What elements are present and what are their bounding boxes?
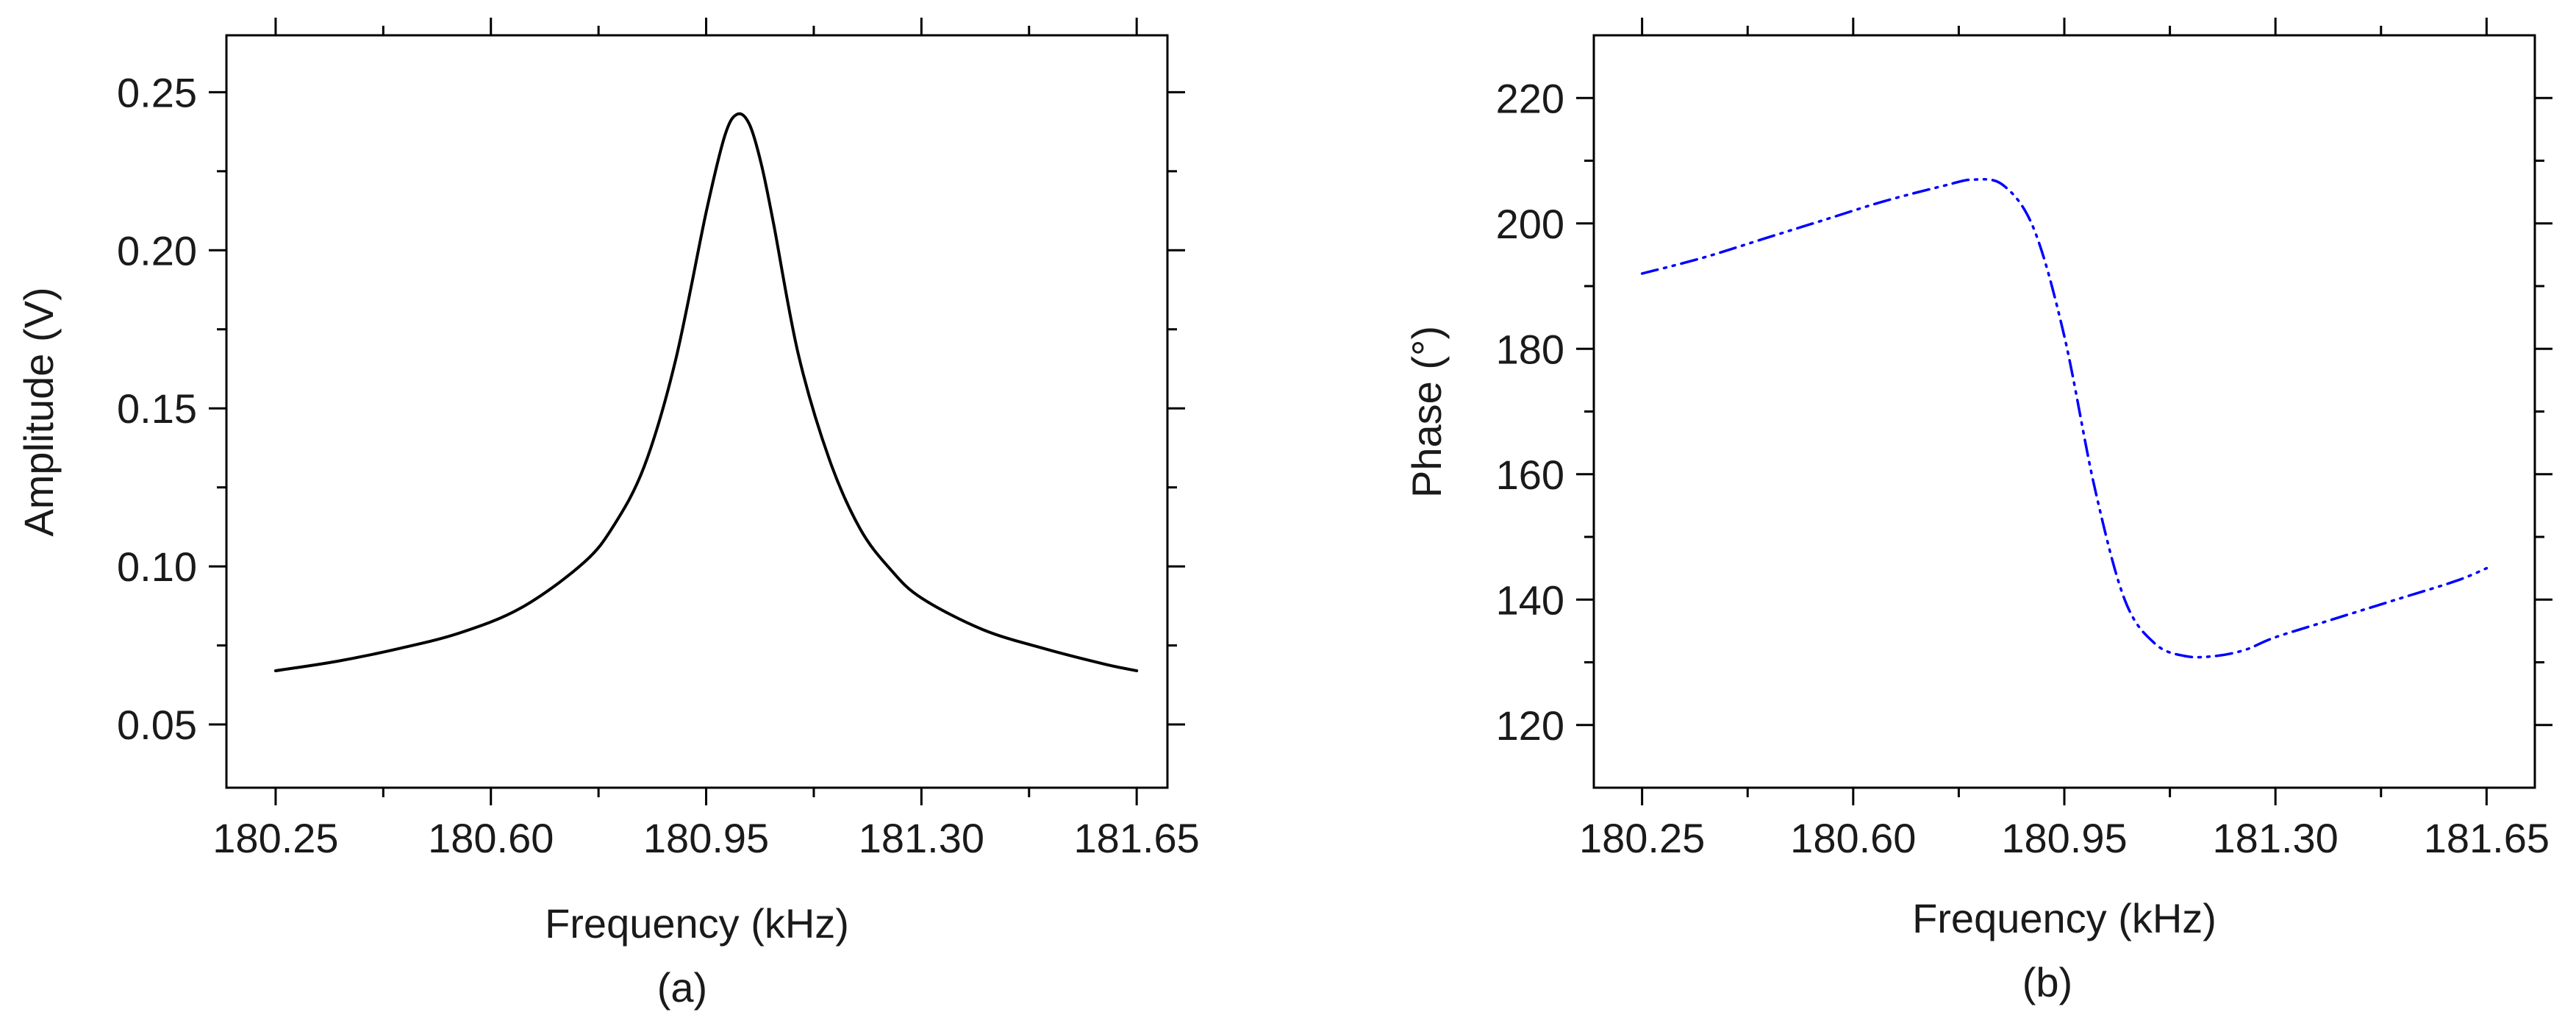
- x-tick-label-phase: 180.60: [1790, 815, 1916, 861]
- series-line-phase: [1640, 178, 2489, 659]
- y-axis-title-phase: Phase (°): [1403, 326, 1450, 498]
- y-tick-label-amplitude: 0.20: [117, 227, 197, 274]
- x-tick-label-amplitude: 181.30: [859, 815, 984, 861]
- panel-label-a: (a): [657, 964, 707, 1011]
- y-tick-label-amplitude: 0.05: [117, 702, 197, 748]
- x-tick-label-phase: 181.30: [2213, 815, 2339, 861]
- y-tick-label-amplitude: 0.25: [117, 69, 197, 115]
- y-tick-label-phase: 200: [1496, 201, 1564, 247]
- y-axis-amplitude: 0.05 0.10 0.15 0.20 0.25: [117, 69, 1185, 748]
- x-tick-label-phase: 180.95: [2001, 815, 2127, 861]
- x-axis-amplitude: 180.25 180.60 180.95 181.30 181.65: [212, 18, 1200, 861]
- series-line-amplitude: [273, 112, 1139, 672]
- y-tick-label-phase: 180: [1496, 326, 1564, 372]
- y-tick-label-phase: 120: [1496, 702, 1564, 749]
- x-tick-label-phase: 181.65: [2424, 815, 2550, 861]
- chart-panel-phase: 180.25 180.60 180.95 181.30 181.65 120 140 160…: [1403, 18, 2552, 1005]
- y-tick-label-amplitude: 0.15: [117, 385, 197, 432]
- x-tick-label-phase: 180.25: [1579, 815, 1705, 861]
- plot-frame-phase: [1592, 34, 2536, 789]
- y-tick-label-amplitude: 0.10: [117, 544, 197, 590]
- y-tick-label-phase: 160: [1496, 452, 1564, 498]
- series-layer-phase: [1640, 178, 2489, 659]
- y-axis-phase: 120 140 160 180 200 220: [1496, 75, 2552, 749]
- plot-frame-amplitude: [225, 34, 1169, 789]
- x-tick-label-amplitude: 181.65: [1074, 815, 1200, 861]
- x-tick-label-amplitude: 180.25: [212, 815, 338, 861]
- chart-panel-amplitude: 180.25 180.60 180.95 181.30 181.65 0.050.100…: [15, 18, 1200, 1011]
- panel-label-b: (b): [2022, 959, 2072, 1005]
- series-layer-amplitude: [273, 112, 1139, 672]
- x-tick-label-amplitude: 180.95: [643, 815, 769, 861]
- y-tick-label-phase: 140: [1496, 577, 1564, 623]
- x-axis-title-amplitude: Frequency (kHz): [545, 900, 849, 947]
- y-axis-title-amplitude: Amplitude (V): [15, 287, 62, 536]
- x-axis-title-phase: Frequency (kHz): [1912, 895, 2217, 941]
- x-tick-label-amplitude: 180.60: [428, 815, 554, 861]
- x-axis-phase: 180.25 180.60 180.95 181.30 181.65: [1579, 18, 2550, 861]
- y-tick-label-phase: 220: [1496, 75, 1564, 121]
